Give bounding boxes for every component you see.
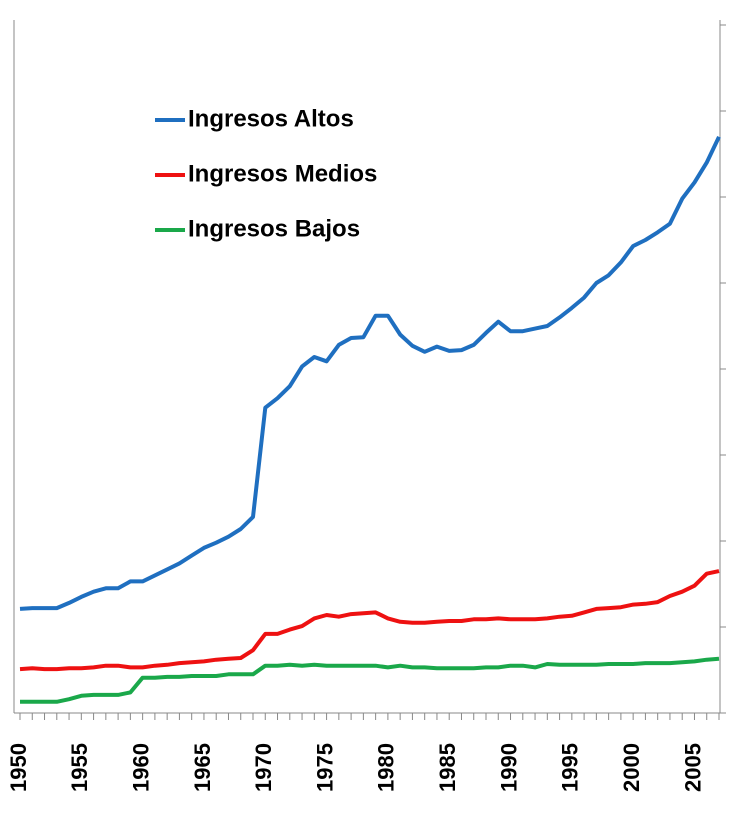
legend-label: Ingresos Altos (188, 105, 354, 132)
x-tick-label: 1985 (435, 743, 460, 792)
x-tick-label: 1995 (558, 743, 583, 792)
x-tick-label: 2005 (680, 743, 705, 792)
x-tick-label: 1980 (374, 743, 399, 792)
series-line (20, 656, 720, 704)
x-tick-label: 1970 (251, 743, 276, 792)
series-line (19, 135, 721, 611)
x-tick-label: 1975 (312, 743, 337, 792)
x-tick-label: 1990 (496, 743, 521, 792)
x-tick-label: 1955 (67, 743, 92, 792)
legend-label: Ingresos Bajos (188, 215, 360, 242)
x-tick-label: 2000 (619, 743, 644, 792)
x-tick-label: 1960 (128, 743, 153, 792)
legend-label: Ingresos Medios (188, 160, 377, 187)
series-line (19, 569, 720, 672)
x-tick-label: 1965 (190, 743, 215, 792)
x-tick-label: 1950 (6, 743, 31, 792)
